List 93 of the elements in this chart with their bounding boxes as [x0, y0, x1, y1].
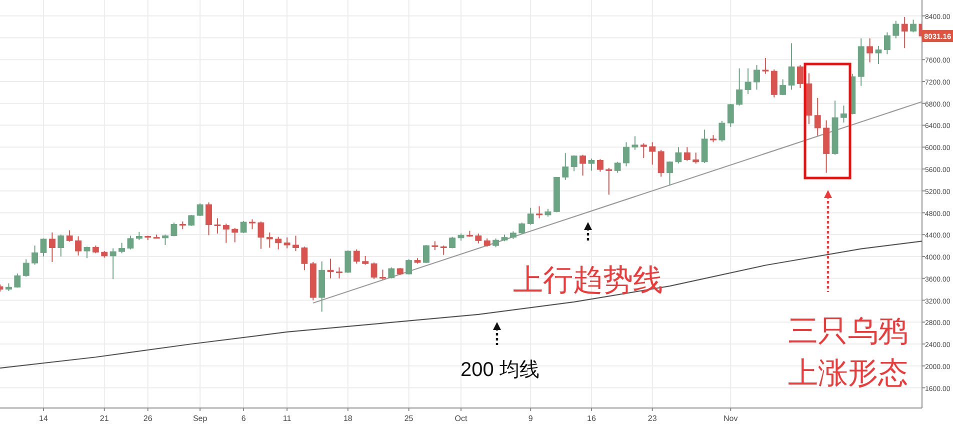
- candlestick: [58, 234, 64, 258]
- candlestick: [336, 266, 342, 279]
- candlestick: [536, 206, 542, 219]
- candlestick: [814, 97, 821, 136]
- x-tick-label: Oct: [454, 414, 468, 423]
- candlestick: [66, 230, 73, 242]
- candlestick: [388, 266, 395, 279]
- x-tick-label: Nov: [724, 414, 738, 423]
- candlestick: [380, 269, 386, 280]
- candlestick: [258, 221, 264, 250]
- candlestick: [222, 223, 230, 244]
- candlestick: [675, 146, 682, 164]
- candlestick: [718, 120, 726, 142]
- candlestick: [658, 149, 664, 178]
- candlestick: [275, 236, 282, 250]
- candlestick: [353, 248, 360, 264]
- candlestick: [527, 207, 534, 226]
- candlestick: [744, 68, 752, 95]
- candlestick: [232, 228, 238, 243]
- candlestick: [344, 250, 352, 274]
- x-tick-label: 18: [343, 414, 353, 423]
- candlestick: [240, 220, 247, 234]
- candlestick: [214, 218, 221, 234]
- candlestick: [48, 232, 56, 262]
- candlestick: [570, 154, 578, 172]
- x-tick-label: Sep: [192, 414, 208, 423]
- candlestick: [423, 244, 430, 264]
- x-tick-label: 6: [241, 414, 246, 423]
- candlestick: [588, 158, 595, 172]
- x-tick-label: 14: [39, 414, 48, 423]
- candlestick: [910, 19, 917, 33]
- candlestick: [127, 235, 134, 250]
- candlestick: [75, 236, 82, 256]
- candlestick: [580, 154, 586, 176]
- candlestick: [162, 234, 168, 246]
- candlestick: [22, 258, 30, 278]
- candlestick: [40, 238, 47, 258]
- candlestick: [562, 152, 569, 180]
- candlestick: [632, 136, 638, 150]
- candlestick: [440, 245, 447, 256]
- annotation: 200 均线: [460, 359, 540, 381]
- candlestick: [14, 272, 21, 288]
- candlestick: [118, 242, 125, 254]
- annotation: 三只乌鸦: [788, 315, 908, 348]
- candlestick: [292, 235, 299, 252]
- candlestick: [110, 248, 116, 280]
- annotation: 上行趋势线: [513, 264, 663, 297]
- candlestick: [406, 258, 412, 276]
- candlestick: [762, 57, 769, 74]
- candlestick: [32, 245, 38, 266]
- candlestick: [301, 246, 308, 271]
- x-tick-label: 11: [282, 414, 292, 423]
- candlestick: [449, 236, 456, 249]
- candlestick: [596, 158, 604, 172]
- candlestick: [684, 146, 690, 162]
- candlestick: [327, 258, 334, 279]
- annotation: 上涨形态: [788, 357, 908, 390]
- candlestick: [840, 105, 847, 124]
- candlestick: [284, 236, 290, 249]
- x-tick-label: 25: [404, 414, 414, 423]
- candlestick: [666, 160, 673, 186]
- candlestick: [266, 232, 273, 248]
- candlestick: [249, 218, 256, 230]
- x-tick-label: 23: [648, 414, 658, 423]
- candlestick: [901, 16, 908, 49]
- candlestick: [475, 233, 482, 244]
- candlestick: [770, 68, 778, 98]
- candlestick: [649, 142, 656, 166]
- x-tick-label: 26: [143, 414, 153, 423]
- x-tick-label: 21: [100, 414, 110, 423]
- candlestick: [84, 246, 90, 259]
- candlestick: [606, 167, 612, 196]
- candlestick: [788, 42, 795, 90]
- candlestick: [614, 161, 621, 174]
- candlestick: [884, 32, 890, 55]
- candlestick: [780, 78, 786, 96]
- candlestick: [892, 20, 900, 39]
- candlestick: [370, 262, 378, 280]
- candlestick: [640, 142, 647, 159]
- x-tick-label: 9: [528, 414, 534, 423]
- candlestick: [196, 202, 204, 217]
- candlestick: [797, 64, 804, 89]
- candlestick: [623, 142, 630, 167]
- candlestick: [206, 202, 212, 236]
- candlestick: [701, 129, 708, 164]
- candlestick: [170, 222, 178, 237]
- candlestick: [727, 103, 734, 128]
- candlestick: [875, 45, 882, 64]
- candlestick: [754, 64, 760, 90]
- candlestick: [866, 38, 874, 63]
- candlestick: [692, 152, 700, 164]
- candlestick: [736, 68, 743, 106]
- x-tick-label: 16: [587, 414, 596, 423]
